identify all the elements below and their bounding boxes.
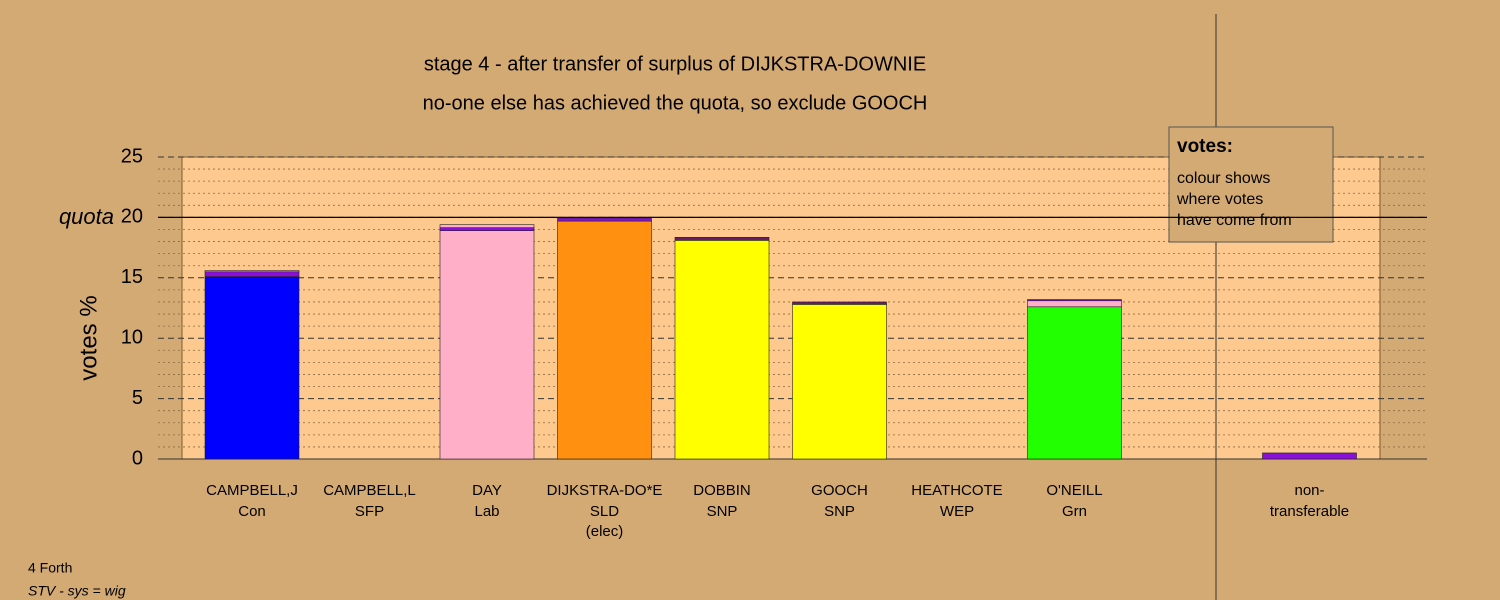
- bar-segment: [674, 237, 770, 241]
- bar-segment: [204, 270, 300, 273]
- chart-subtitle: no-one else has achieved the quota, so e…: [423, 92, 928, 114]
- bar-segment: [557, 220, 652, 460]
- party-label: Grn: [1062, 503, 1087, 520]
- bar-segment: [792, 304, 887, 460]
- bar-segment: [1027, 300, 1122, 308]
- x-tick-label: CAMPBELL,J: [206, 482, 298, 499]
- bar-segment: [1027, 306, 1122, 460]
- party-label: transferable: [1270, 503, 1349, 520]
- bar-segment: [792, 301, 887, 305]
- x-tick-label: O'NEILL: [1046, 482, 1102, 499]
- party-label: SFP: [355, 503, 384, 520]
- y-tick-label: 5: [132, 387, 143, 409]
- x-tick-label: DOBBIN: [693, 482, 751, 499]
- party-label: Con: [238, 503, 266, 520]
- x-tick-label: CAMPBELL,L: [323, 482, 416, 499]
- y-tick-label: 15: [121, 266, 143, 288]
- legend-text: where votes: [1176, 191, 1263, 208]
- y-tick-label: 0: [132, 447, 143, 469]
- footer-text: STV - sys = wig: [28, 583, 126, 599]
- bar-segment: [439, 224, 535, 228]
- y-tick-label: 20: [121, 206, 143, 228]
- bar-segment: [439, 230, 535, 460]
- bar-segment: [1027, 299, 1122, 302]
- bar-segment: [204, 271, 300, 277]
- party-label: SLD: [590, 503, 619, 520]
- x-tick-label: DAY: [472, 482, 502, 499]
- quota-label: quota: [59, 204, 114, 229]
- y-tick-label: 10: [121, 326, 143, 348]
- bar-segment: [674, 240, 770, 460]
- legend-title: votes:: [1177, 136, 1233, 157]
- legend-box: [1168, 126, 1334, 243]
- bar-segment: [557, 217, 652, 222]
- party-label: Lab: [474, 503, 499, 520]
- y-tick-label: 25: [121, 145, 143, 167]
- party-label: SNP: [824, 503, 855, 520]
- x-tick-label: GOOCH: [811, 482, 868, 499]
- party-label: SNP: [707, 503, 738, 520]
- x-tick-label: DIJKSTRA-DO*E: [547, 482, 663, 499]
- note-label: (elec): [586, 523, 624, 540]
- x-tick-label: non-: [1294, 482, 1324, 499]
- y-axis-label: votes %: [75, 295, 102, 380]
- chart-title: stage 4 - after transfer of surplus of D…: [424, 53, 926, 75]
- party-label: WEP: [940, 503, 974, 520]
- bar-segment: [1262, 452, 1357, 460]
- legend-text: colour shows: [1177, 170, 1270, 187]
- footer-text: 4 Forth: [28, 560, 72, 576]
- bar-segment: [204, 276, 300, 460]
- bar-segment: [439, 227, 535, 231]
- x-tick-label: HEATHCOTE: [911, 482, 1002, 499]
- legend-text: have come from: [1177, 212, 1292, 229]
